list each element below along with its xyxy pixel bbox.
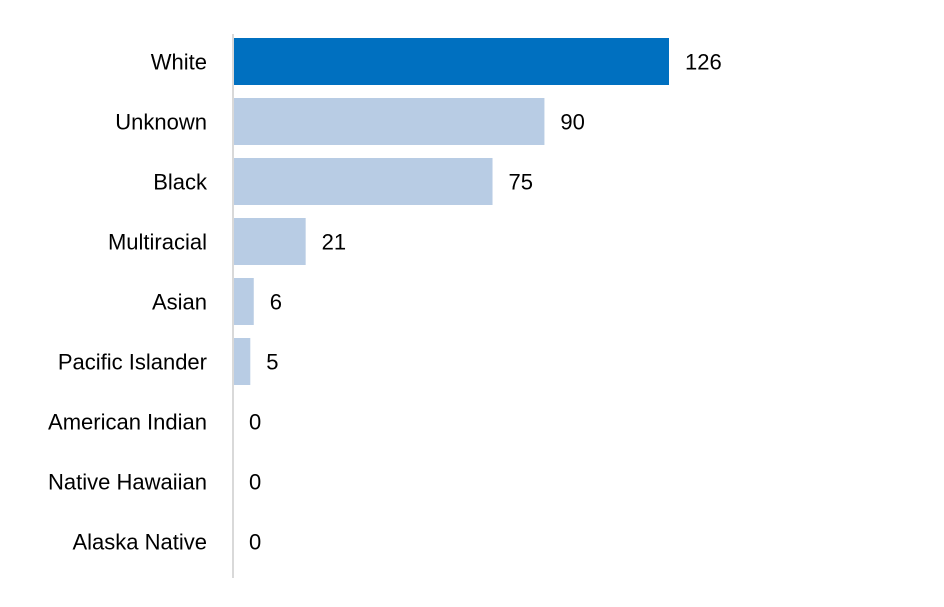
value-label-american-indian: 0 xyxy=(249,410,261,435)
bar-multiracial xyxy=(233,218,306,265)
value-label-alaska-native: 0 xyxy=(249,530,261,555)
bar-black xyxy=(233,158,493,205)
bar-white xyxy=(233,38,669,85)
category-label-multiracial: Multiracial xyxy=(108,230,207,255)
category-label-american-indian: American Indian xyxy=(48,410,207,435)
value-label-native-hawaiian: 0 xyxy=(249,470,261,495)
value-label-pacific-islander: 5 xyxy=(266,350,278,375)
value-label-unknown: 90 xyxy=(560,110,584,135)
bar-unknown xyxy=(233,98,545,145)
value-label-asian: 6 xyxy=(270,290,282,315)
value-label-multiracial: 21 xyxy=(322,230,346,255)
bar-asian xyxy=(233,278,254,325)
category-label-asian: Asian xyxy=(152,290,207,315)
category-label-white: White xyxy=(151,50,207,75)
bars-group xyxy=(233,38,669,385)
value-label-white: 126 xyxy=(685,50,722,75)
category-label-native-hawaiian: Native Hawaiian xyxy=(48,470,207,495)
category-label-black: Black xyxy=(153,170,208,195)
category-label-alaska-native: Alaska Native xyxy=(72,530,207,555)
value-label-black: 75 xyxy=(509,170,533,195)
bar-pacific-islander xyxy=(233,338,251,385)
category-label-pacific-islander: Pacific Islander xyxy=(58,350,207,375)
category-label-unknown: Unknown xyxy=(115,110,207,135)
value-labels-group: 126 90 75 21 6 5 0 0 0 xyxy=(249,50,722,555)
category-labels-group: White Unknown Black Multiracial Asian Pacific… xyxy=(48,50,208,555)
